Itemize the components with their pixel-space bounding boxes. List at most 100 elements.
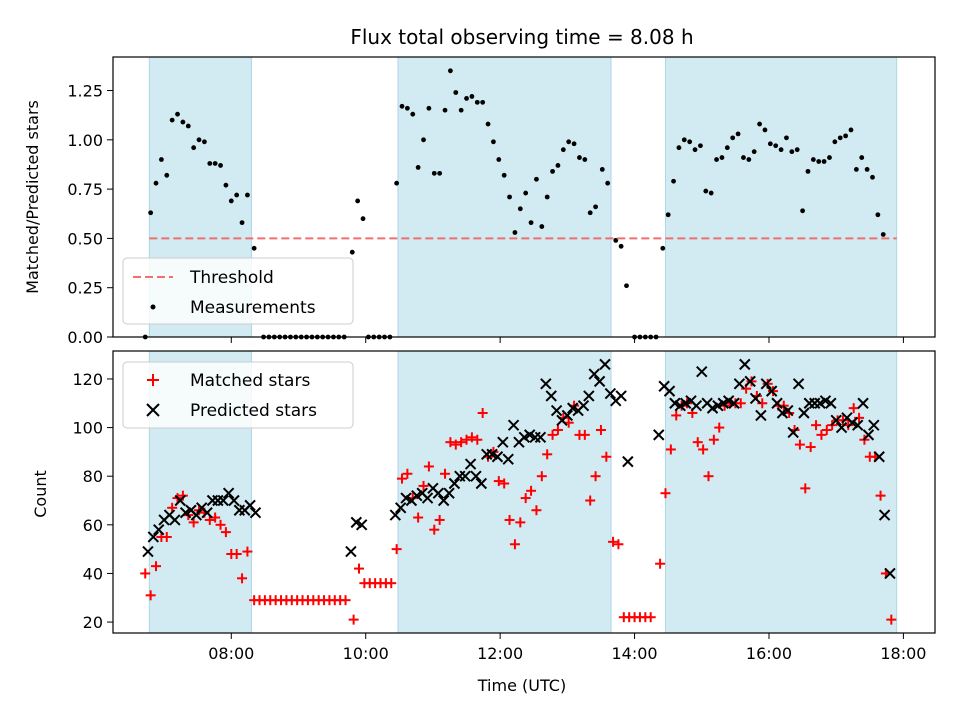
matched-point — [477, 407, 488, 418]
measurement-point — [843, 133, 849, 139]
predicted-point — [491, 451, 504, 463]
predicted-point — [432, 487, 445, 499]
predicted-point — [540, 378, 552, 390]
measurement-point — [714, 157, 719, 162]
predicted-point — [599, 358, 611, 371]
predicted-point — [577, 399, 590, 412]
bottom-y-tick-label: 40 — [83, 564, 103, 583]
predicted-point — [622, 455, 634, 468]
measurement-point — [719, 155, 725, 160]
matched-point — [692, 437, 703, 448]
measurement-point — [360, 216, 366, 222]
predicted-point — [147, 531, 160, 543]
matched-point — [526, 485, 537, 496]
top-y-tick-label: 0.00 — [67, 328, 103, 347]
legend-predicted-label: Predicted stars — [190, 401, 317, 421]
measurement-point — [496, 157, 502, 162]
top-y-tick-label: 0.75 — [67, 180, 103, 199]
measurement-point — [698, 143, 703, 149]
predicted-point — [760, 378, 773, 390]
measurement-point — [827, 155, 832, 160]
matched-point — [800, 483, 811, 494]
predicted-point — [222, 487, 235, 499]
predicted-point — [470, 470, 482, 482]
measurement-point — [660, 245, 666, 251]
top-y-tick-label: 1.25 — [67, 82, 103, 101]
measurement-point — [853, 166, 859, 172]
legend-threshold-label: Threshold — [189, 268, 274, 288]
measurement-point — [431, 170, 437, 176]
matched-point — [601, 451, 612, 462]
measurement-point — [618, 243, 624, 249]
matched-point — [215, 519, 226, 530]
matched-point — [472, 434, 483, 445]
measurement-point — [613, 237, 619, 243]
measurement-point — [448, 68, 453, 74]
observing-window-1 — [397, 56, 612, 338]
measurement-point — [523, 190, 529, 196]
measurement-point — [501, 172, 507, 178]
predicted-point — [588, 368, 600, 380]
measurement-point — [539, 224, 545, 229]
measurement-point — [692, 147, 698, 153]
predicted-point — [884, 567, 896, 580]
measurement-point — [534, 176, 539, 182]
matched-point — [499, 478, 510, 489]
predicted-point — [604, 387, 617, 400]
predicted-point — [771, 397, 783, 409]
measurement-point — [404, 105, 410, 111]
measurement-point — [153, 180, 159, 186]
measurement-point — [708, 190, 714, 196]
measurement-point — [880, 232, 886, 237]
predicted-point — [475, 477, 488, 490]
top-y-tick-label: 0.25 — [67, 279, 103, 298]
measurement-point — [605, 180, 611, 186]
measurement-point — [442, 107, 448, 113]
predicted-point — [728, 397, 740, 409]
measurement-point — [746, 157, 752, 162]
predicted-point — [394, 502, 407, 514]
measurement-point — [544, 194, 550, 200]
matched-point — [353, 563, 364, 574]
matched-point — [811, 420, 822, 431]
measurement-point — [730, 135, 736, 141]
measurement-point — [571, 141, 577, 147]
measurement-point — [228, 198, 234, 204]
measurement-point — [180, 119, 186, 125]
measurement-point — [767, 141, 773, 147]
measurement-point — [349, 249, 355, 255]
predicted-point — [749, 392, 762, 405]
measurement-point — [784, 135, 789, 141]
bottom-y-tick-label: 100 — [72, 419, 103, 438]
x-tick-label: 08:00 — [208, 644, 254, 663]
measurement-point — [410, 111, 416, 117]
matched-point — [595, 425, 606, 436]
measurement-point — [464, 96, 469, 101]
legend-matched-label: Matched stars — [190, 371, 310, 391]
measurement-point — [848, 127, 854, 133]
predicted-point — [583, 390, 595, 402]
predicted-point — [507, 419, 520, 431]
observing-window-2 — [664, 350, 898, 634]
top-panel: 0.00 0.25 0.50 0.75 1.00 1.25 — [67, 56, 936, 347]
x-tick-label: 12:00 — [477, 644, 523, 663]
predicted-point — [545, 390, 557, 402]
matched-point — [493, 476, 504, 487]
measurement-point — [185, 123, 191, 129]
matched-point — [220, 527, 231, 538]
predicted-point — [534, 431, 547, 444]
predicted-point — [653, 429, 665, 441]
predicted-point — [152, 523, 165, 536]
measurement-point — [207, 161, 213, 166]
measurement-point — [864, 166, 870, 172]
measurement-point — [875, 212, 881, 218]
measurement-point — [587, 210, 593, 216]
matched-point — [794, 439, 805, 450]
measurement-point — [469, 94, 475, 99]
predicted-point — [190, 509, 203, 521]
matched-point — [886, 614, 897, 625]
predicted-point — [249, 506, 262, 519]
matched-point — [757, 398, 768, 409]
measurement-point — [735, 131, 741, 137]
